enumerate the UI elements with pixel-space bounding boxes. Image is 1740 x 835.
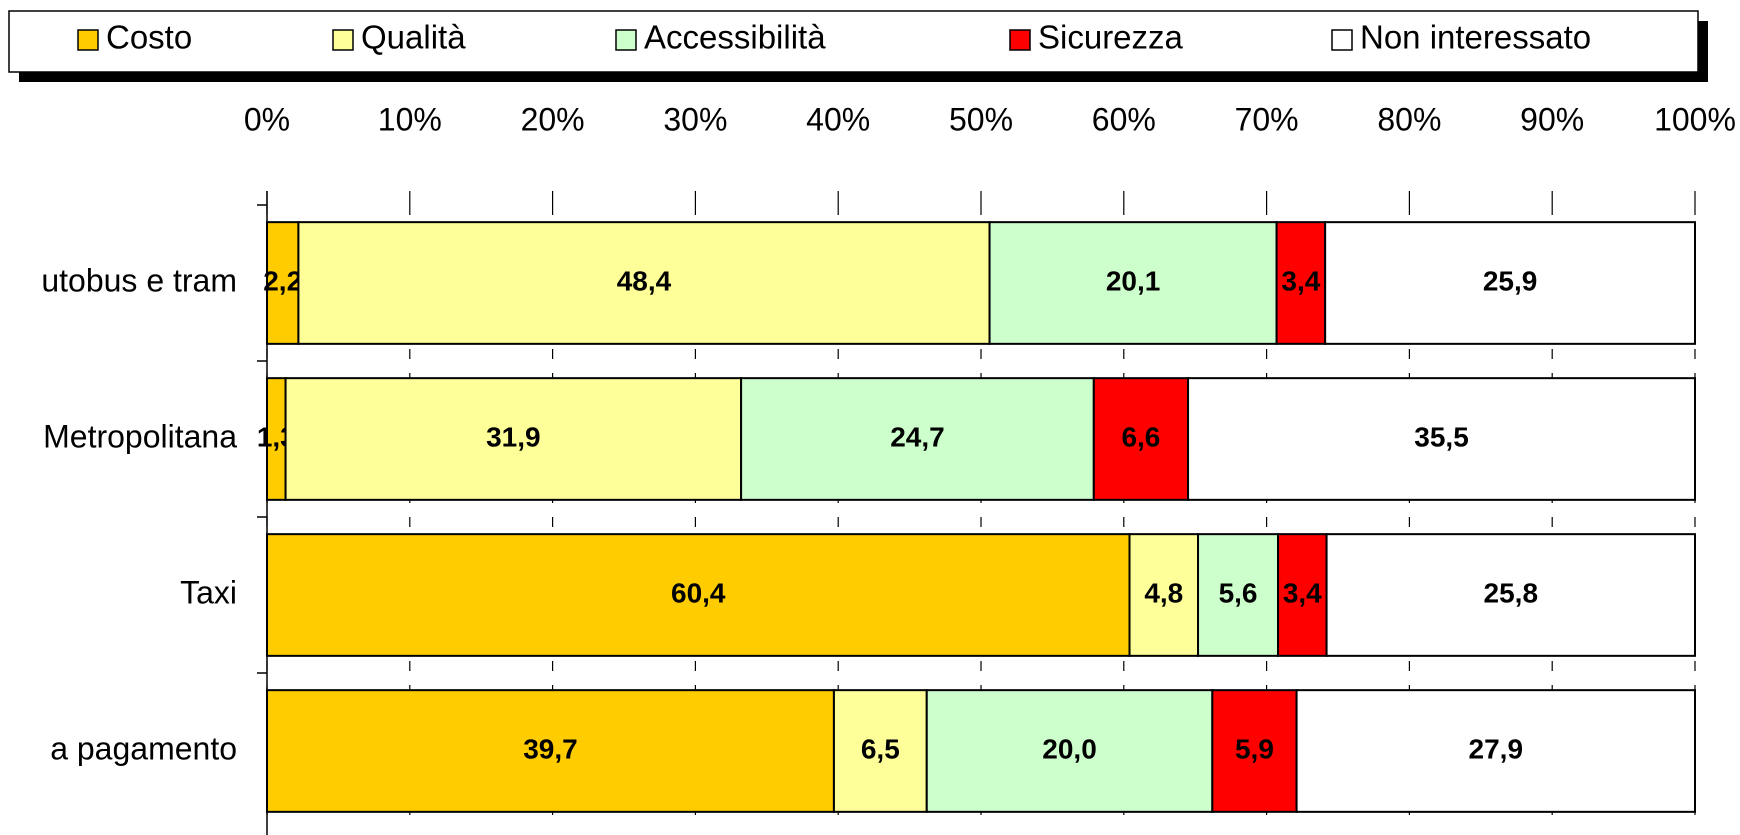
bar-segment — [1092, 377, 1190, 501]
legend-label: Sicurezza — [1038, 19, 1184, 56]
y-tick-label: a pagamento — [50, 730, 237, 766]
x-tick-label: 10% — [378, 101, 442, 137]
data-label: 6,6 — [1121, 421, 1160, 452]
data-label: 39,7 — [523, 733, 578, 764]
bar-segment — [284, 377, 743, 501]
bar-segment — [740, 377, 1095, 501]
data-label: 25,8 — [1484, 577, 1539, 608]
data-label: 31,9 — [486, 421, 541, 452]
x-tick-label: 50% — [949, 101, 1013, 137]
bar-segment — [988, 221, 1278, 345]
legend-label: Accessibilità — [644, 19, 826, 56]
bar-segment — [1325, 533, 1697, 657]
bar-segment — [1197, 533, 1280, 657]
data-label: 20,0 — [1042, 733, 1097, 764]
data-label: 5,9 — [1235, 733, 1274, 764]
x-tick-label: 30% — [663, 101, 727, 137]
data-label: 6,5 — [861, 733, 900, 764]
data-label: 27,9 — [1469, 733, 1524, 764]
x-tick-label: 0% — [244, 101, 290, 137]
bar-segment — [1128, 533, 1200, 657]
bar-segment — [832, 689, 928, 813]
y-tick-label: Metropolitana — [43, 418, 237, 454]
legend-swatch — [332, 29, 354, 51]
bar-segment — [1277, 533, 1328, 657]
x-tick-label: 60% — [1092, 101, 1156, 137]
legend-swatch — [615, 29, 637, 51]
bar-segment — [266, 221, 300, 345]
data-label: 24,7 — [890, 421, 945, 452]
bar-segment — [1275, 221, 1327, 345]
x-tick-label: 40% — [806, 101, 870, 137]
data-label: 3,4 — [1281, 265, 1320, 296]
x-tick-label: 20% — [521, 101, 585, 137]
legend-swatch — [1009, 29, 1031, 51]
x-tick-label: 70% — [1235, 101, 1299, 137]
data-label: 3,4 — [1283, 577, 1322, 608]
x-tick-label: 80% — [1377, 101, 1441, 137]
y-tick-label: Taxi — [180, 574, 237, 610]
legend-label: Non interessato — [1360, 19, 1591, 56]
legend-label: Costo — [106, 19, 192, 56]
bar-segment — [266, 689, 835, 813]
data-label: 2,2 — [263, 265, 302, 296]
y-tick-label: utobus e tram — [41, 262, 237, 298]
data-label: 25,9 — [1483, 265, 1538, 296]
legend-swatch — [1331, 29, 1353, 51]
bar-segment — [1324, 221, 1696, 345]
bar-segment — [1187, 377, 1697, 501]
data-label: 48,4 — [617, 265, 672, 296]
legend-swatch — [77, 29, 99, 51]
data-label: 4,8 — [1144, 577, 1183, 608]
bar-segment — [1211, 689, 1298, 813]
legend-label: Qualità — [361, 19, 466, 56]
data-label: 5,6 — [1219, 577, 1258, 608]
x-tick-label: 100% — [1654, 101, 1736, 137]
bar-segment — [1295, 689, 1696, 813]
x-tick-label: 90% — [1520, 101, 1584, 137]
data-label: 20,1 — [1106, 265, 1161, 296]
data-label: 35,5 — [1414, 421, 1469, 452]
data-label: 60,4 — [671, 577, 726, 608]
legend-box — [8, 10, 1699, 73]
bar-segment — [297, 221, 991, 345]
bar-segment — [266, 533, 1131, 657]
